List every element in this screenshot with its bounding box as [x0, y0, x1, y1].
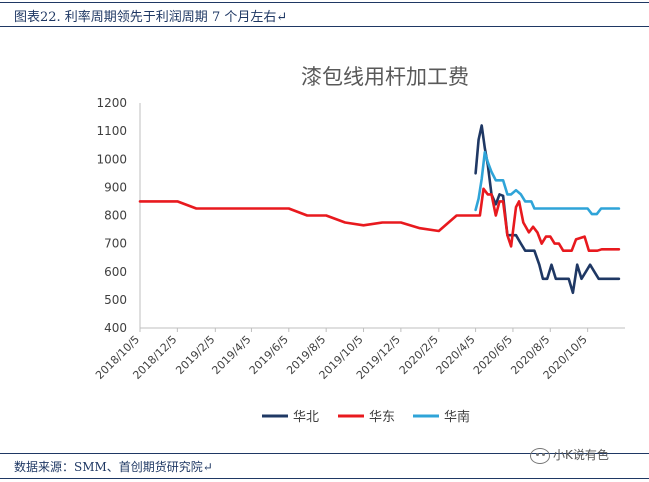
plot-area — [138, 124, 621, 295]
y-axis: 400 500 600 700 800 900 1000 1100 1200 — [96, 96, 141, 335]
watermark-text: 小K说有色 — [553, 448, 609, 462]
watermark: 小K说有色 — [530, 446, 609, 464]
footer-rule-top — [0, 453, 649, 454]
y-tick-label: 900 — [104, 180, 127, 194]
series-line-华东 — [138, 187, 621, 252]
y-tick-label: 500 — [104, 293, 127, 307]
y-tick-label: 1000 — [96, 152, 127, 166]
x-tick-label: 2020/4/5 — [434, 333, 478, 377]
legend-label: 华南 — [444, 409, 470, 425]
y-tick-label: 1200 — [96, 96, 127, 110]
y-tick-label: 700 — [104, 237, 127, 251]
figure-caption: 图表22. 利率周期领先于利润周期 7 个月左右↵ — [14, 10, 288, 25]
wechat-icon — [530, 447, 550, 464]
y-tick-label: 400 — [104, 321, 127, 335]
legend-item: 华南 — [413, 409, 470, 425]
caption-rule — [0, 26, 649, 27]
legend-label: 华北 — [293, 410, 319, 425]
legend: 华北 华东 华南 — [262, 409, 470, 425]
footer-rule-bottom — [0, 478, 649, 479]
y-tick-label: 600 — [104, 265, 127, 279]
y-tick-label: 1100 — [96, 124, 127, 138]
top-rule — [0, 2, 649, 3]
x-tick-label: 2019/4/5 — [209, 333, 253, 377]
series-line-华南 — [474, 150, 621, 216]
source-note: 数据来源：SMM、首创期货研究院↵ — [14, 460, 213, 474]
legend-item: 华东 — [338, 410, 395, 425]
x-tick-label: 2020/6/5 — [471, 333, 515, 377]
legend-label: 华东 — [369, 410, 395, 425]
legend-item: 华北 — [262, 410, 319, 425]
chart-title: 漆包线用杆加工费 — [301, 65, 469, 89]
x-tick-label: 2019/6/5 — [247, 333, 291, 377]
y-tick-label: 800 — [104, 209, 127, 223]
x-tick-label: 2020/2/5 — [397, 333, 441, 377]
x-axis: 2018/10/52018/12/52019/2/52019/4/52019/6… — [93, 327, 625, 382]
